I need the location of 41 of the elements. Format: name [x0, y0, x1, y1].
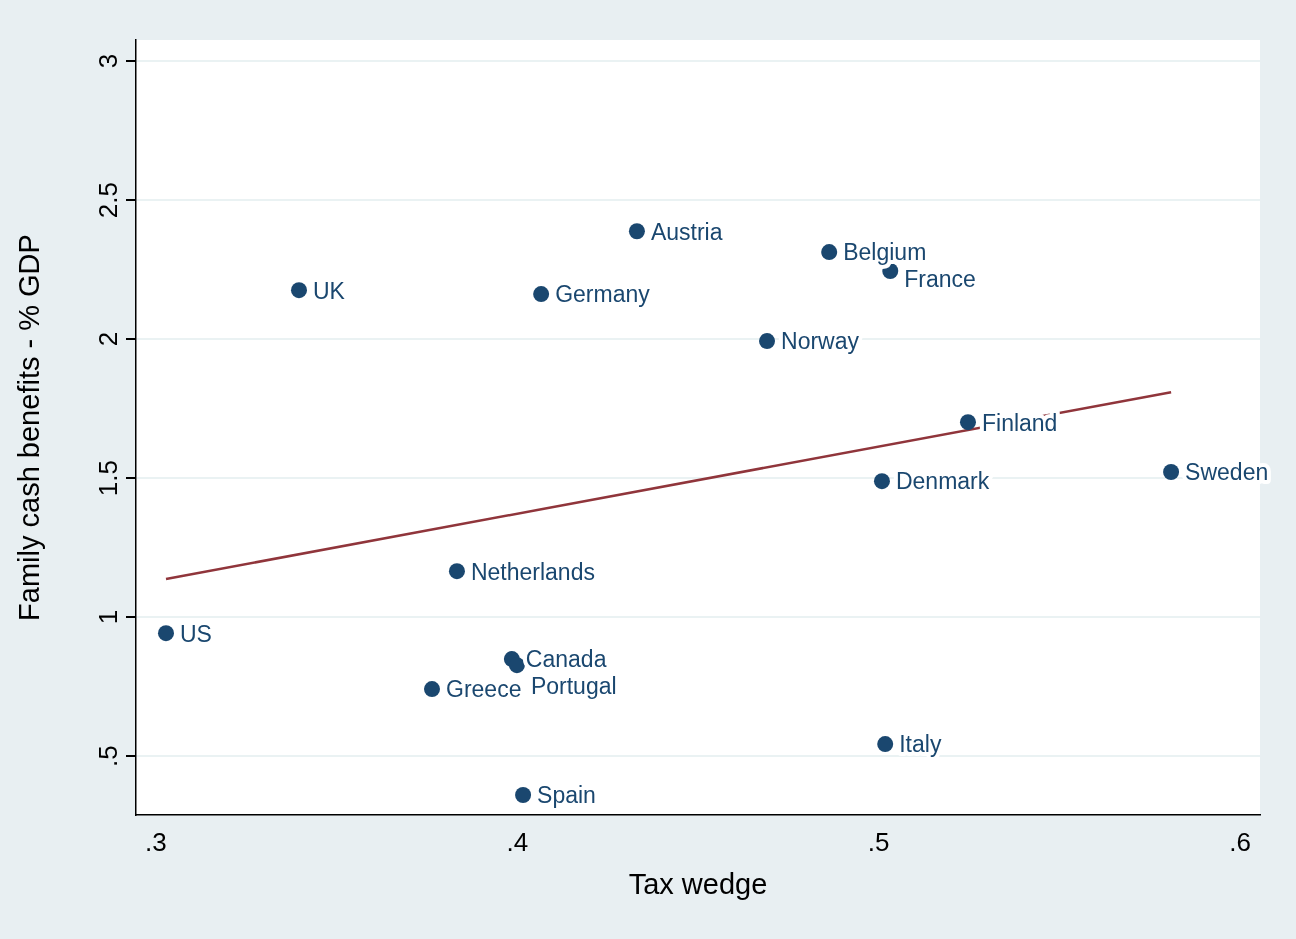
point — [533, 286, 550, 303]
x-tick-label: .5 — [867, 826, 890, 857]
data-label: Italy — [899, 731, 942, 758]
x-axis-title: Tax wedge — [628, 867, 768, 900]
point — [628, 223, 645, 240]
data-label: Norway — [781, 328, 860, 355]
y-tick-label: .5 — [93, 745, 124, 767]
point — [515, 786, 532, 803]
data-label: Greece — [446, 676, 522, 703]
point — [291, 282, 307, 299]
point — [959, 414, 976, 431]
data-label: Netherlands — [470, 558, 595, 585]
data-label: Portugal — [530, 672, 617, 699]
data-label: France — [904, 266, 976, 293]
point — [873, 473, 890, 490]
data-label: Denmark — [895, 468, 990, 495]
y-tick-label: 2.5 — [93, 182, 124, 219]
data-label: Germany — [555, 281, 651, 308]
point — [158, 625, 174, 642]
point — [821, 244, 838, 261]
x-tick-label: .3 — [145, 826, 167, 857]
point — [759, 333, 776, 350]
y-tick-label: 3 — [93, 53, 124, 69]
data-label: US — [180, 620, 212, 647]
point — [508, 657, 525, 674]
data-label: Canada — [525, 646, 607, 673]
point — [424, 681, 440, 698]
y-tick-label: 1 — [93, 609, 124, 625]
data-label: UK — [313, 277, 346, 304]
data-label: Austria — [650, 218, 723, 245]
y-tick-label: 1.5 — [93, 460, 124, 497]
x-tick-label: .6 — [1229, 826, 1251, 857]
point — [1163, 463, 1180, 480]
x-tick-label: .4 — [506, 826, 529, 857]
data-label: Spain — [537, 782, 596, 809]
point — [877, 736, 894, 753]
y-tick-label: 2 — [93, 331, 124, 347]
data-label: Sweden — [1185, 459, 1269, 486]
data-label: Belgium — [843, 239, 927, 266]
y-axis-title: Family cash benefits - % GDP — [13, 234, 46, 621]
point — [448, 563, 465, 580]
